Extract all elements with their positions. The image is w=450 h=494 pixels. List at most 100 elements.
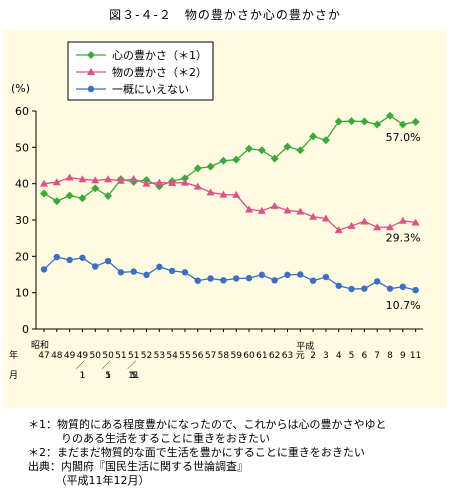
x-tick-slash: ／ <box>102 360 111 371</box>
data-point <box>53 253 61 261</box>
x-tick-label: 50 <box>90 351 102 361</box>
x-tick-label: 60 <box>243 351 255 361</box>
x-tick-label: 55 <box>179 351 190 361</box>
data-point <box>104 175 113 183</box>
data-point <box>156 263 163 271</box>
x-tick-label: 62 <box>269 351 280 361</box>
data-point <box>233 275 240 282</box>
data-point <box>270 201 279 209</box>
data-point <box>232 190 241 198</box>
data-point <box>398 216 407 224</box>
x-tick-label: 9 <box>400 351 406 361</box>
x-tick-month: 5 <box>105 371 111 381</box>
data-point <box>347 117 356 126</box>
data-point <box>78 175 87 183</box>
x-axis-label-month: 月 <box>9 370 18 381</box>
data-point <box>321 136 330 145</box>
y-tick-label: 60 <box>15 105 29 118</box>
legend-marker <box>87 51 95 59</box>
x-tick-label: 48 <box>51 351 63 361</box>
data-point <box>373 278 381 285</box>
era-label-showa: 昭和 <box>31 340 49 351</box>
data-point <box>104 192 113 201</box>
data-point <box>232 155 241 164</box>
y-axis-label: (%) <box>11 82 30 95</box>
series-line-1 <box>43 176 416 231</box>
x-tick-month: 5 <box>131 371 137 381</box>
data-point <box>309 212 318 220</box>
x-tick-month: 1 <box>105 371 111 381</box>
data-point <box>130 268 137 275</box>
data-point <box>207 275 214 282</box>
data-point <box>412 286 419 294</box>
data-point <box>92 263 99 270</box>
data-point <box>193 182 202 190</box>
x-tick-label: 61 <box>256 351 267 361</box>
data-point <box>40 179 48 187</box>
x-tick-label: 49 <box>64 351 76 361</box>
data-point <box>309 132 318 141</box>
x-tick-label: 57 <box>205 351 216 361</box>
x-tick-label: 58 <box>218 351 230 361</box>
data-point <box>40 189 48 198</box>
data-point <box>321 214 330 222</box>
data-point <box>206 162 215 171</box>
data-point <box>66 256 73 264</box>
data-point <box>283 142 292 151</box>
y-tick-label: 40 <box>15 178 29 191</box>
end-value-label: 29.3% <box>386 232 421 245</box>
data-point <box>296 207 305 215</box>
era-label-gannen: 元 <box>296 351 305 361</box>
figure-title: 図３-４-２ 物の豊かさか心の豊かさか <box>109 8 341 22</box>
x-tick-slash: ／ <box>76 360 85 371</box>
data-point <box>361 285 368 292</box>
x-tick-slash: ／ <box>127 360 136 371</box>
data-point <box>193 164 202 173</box>
series-line-2 <box>43 256 416 291</box>
data-point <box>194 277 201 284</box>
y-tick-label: 0 <box>22 323 29 336</box>
data-point <box>297 271 304 278</box>
legend-label: 心の豊かさ（＊1） <box>112 49 207 62</box>
data-point <box>104 257 112 265</box>
data-point <box>385 223 394 231</box>
data-point <box>335 282 342 289</box>
era-label-heisei: 平成 <box>296 340 314 352</box>
x-tick-month: 1 <box>131 371 137 381</box>
data-point <box>245 144 254 153</box>
data-point <box>91 184 100 193</box>
series-line-0 <box>43 114 416 202</box>
data-point <box>258 271 266 279</box>
legend-marker <box>87 85 95 93</box>
y-tick-label: 10 <box>15 287 29 300</box>
x-tick-label: 3 <box>323 351 329 361</box>
data-point <box>348 285 355 293</box>
x-tick-label: 7 <box>374 351 380 361</box>
data-point <box>168 178 177 186</box>
note-1: ＊1：物質的にある程度豊かになったので、これからは心の豊かさやゆと <box>28 418 387 431</box>
data-point <box>206 188 215 196</box>
data-point <box>155 178 164 186</box>
data-point <box>360 217 369 225</box>
data-point <box>271 277 278 284</box>
data-point <box>181 269 189 276</box>
data-point <box>129 174 138 182</box>
x-tick-label: 6 <box>361 351 367 361</box>
chart-panel: 0 10 20 30 40 50 60 (%) 47 48 49 49 ／ 1 1 50 50 ／ 1 5 51 51 ／ 1… <box>3 30 447 408</box>
data-point <box>373 223 382 231</box>
footnotes: ＊1：物質的にある程度豊かになったので、これからは心の豊かさやゆと りのある生活… <box>28 418 446 488</box>
x-tick-label: 51 <box>128 351 139 361</box>
legend-marker <box>87 68 95 75</box>
y-tick-label: 50 <box>15 141 29 154</box>
data-point <box>296 146 305 155</box>
x-tick-label: 54 <box>166 351 178 361</box>
x-tick-label: 4 <box>336 351 342 361</box>
data-point <box>91 176 100 184</box>
y-tick-label: 30 <box>15 214 29 227</box>
x-tick-month: 1 <box>80 371 86 381</box>
data-point <box>347 221 356 229</box>
data-point <box>52 197 61 206</box>
data-point <box>257 206 266 214</box>
data-point <box>65 173 74 181</box>
